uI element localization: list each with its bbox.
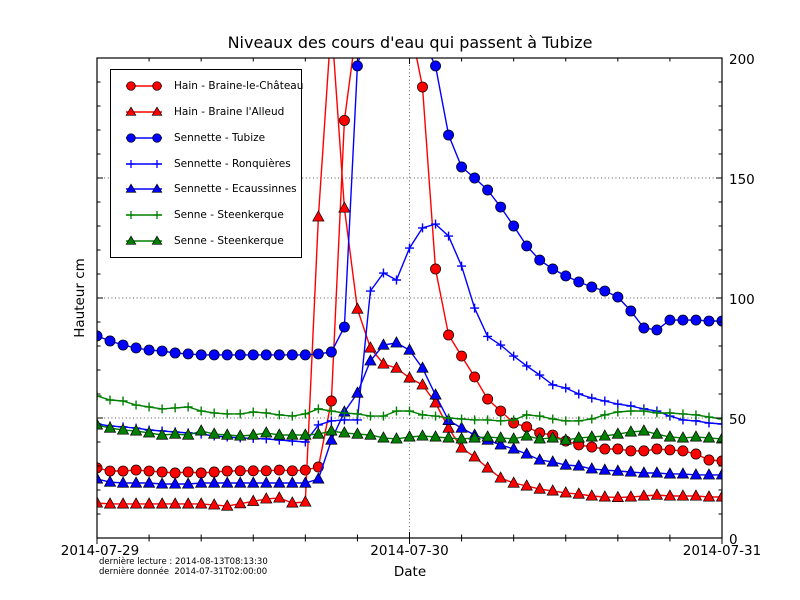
gridlines	[97, 58, 722, 538]
legend-entry: Sennette - Ronquières	[121, 151, 295, 176]
legend-label: Sennette - Ecaussinnes	[174, 183, 297, 196]
legend-entry: Senne - Steenkerque	[121, 228, 295, 253]
series-2-circle	[97, 58, 722, 361]
legend-label: Hain - Braine l'Alleud	[174, 106, 285, 118]
y-tick-150: 150	[729, 172, 755, 188]
series-0-circle	[97, 58, 722, 479]
legend-marker-blue-plus	[126, 159, 162, 168]
series-5-plus	[97, 391, 722, 426]
x-axis-label: Date	[393, 564, 427, 580]
series-4-triangle	[97, 336, 722, 489]
footnote-last-data: dernière donnée 2014-07-31T02:00:00	[99, 567, 268, 577]
x-tick-2014-07-29: 2014-07-29	[60, 543, 140, 559]
legend-label: Senne - Steenkerque	[174, 209, 284, 221]
series-layer	[97, 58, 722, 511]
y-tick-200: 200	[729, 52, 755, 68]
legend-entry: Senne - Steenkerque	[121, 203, 295, 228]
legend-label: Sennette - Ronquières	[174, 157, 291, 170]
x-tick-2014-07-30: 2014-07-30	[370, 543, 449, 559]
legend-entry: Hain - Braine-le-Château	[121, 74, 303, 99]
y-tick-100: 100	[729, 292, 755, 308]
y-tick-0: 0	[729, 532, 738, 548]
legend-marker-red-triangle	[125, 106, 163, 116]
series-6-triangle	[97, 418, 722, 445]
y-axis-label: Hauteur cm	[72, 258, 88, 338]
legend-label: Hain - Braine-le-Château	[174, 80, 304, 93]
legend-marker-green-plus	[126, 211, 162, 219]
legend-marker-green-triangle	[125, 235, 163, 245]
axis-ticks	[96, 57, 723, 544]
legend-label: Senne - Steenkerque	[174, 234, 284, 247]
legend-marker-red-circle	[126, 81, 162, 91]
legend-marker-blue-circle	[126, 133, 162, 143]
series-1-triangle	[97, 58, 722, 511]
legend-marker-blue-triangle	[125, 183, 163, 193]
legend-label: Sennette - Tubize	[174, 131, 266, 144]
x-tick-2014-07-31: 2014-07-31	[682, 543, 762, 559]
chart-title: Niveaux des cours d'eau qui passent à Tu…	[227, 33, 593, 52]
legend: Hain - Braine-le-Château Hain - Braine l…	[110, 69, 303, 258]
legend-entry: Sennette - Tubize	[121, 125, 295, 150]
legend-entry: Sennette - Ecaussinnes	[121, 177, 297, 202]
y-tick-50: 50	[729, 412, 747, 428]
legend-entry: Hain - Braine l'Alleud	[121, 100, 295, 125]
footnote-last-read: dernière lecture : 2014-08-13T08:13:30	[99, 557, 268, 567]
